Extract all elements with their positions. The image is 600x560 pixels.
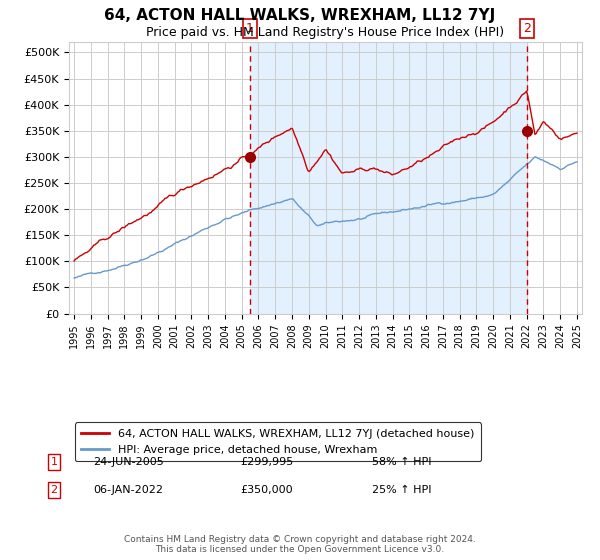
Bar bbox=[250, 42, 527, 314]
Text: 2: 2 bbox=[523, 22, 531, 35]
Text: 2: 2 bbox=[50, 485, 58, 495]
Text: 25% ↑ HPI: 25% ↑ HPI bbox=[372, 485, 431, 495]
Title: Price paid vs. HM Land Registry's House Price Index (HPI): Price paid vs. HM Land Registry's House … bbox=[146, 26, 505, 39]
Text: 1: 1 bbox=[50, 457, 58, 467]
Text: 24-JUN-2005: 24-JUN-2005 bbox=[93, 457, 164, 467]
Text: Contains HM Land Registry data © Crown copyright and database right 2024.
This d: Contains HM Land Registry data © Crown c… bbox=[124, 535, 476, 554]
Text: £350,000: £350,000 bbox=[240, 485, 293, 495]
Legend: 64, ACTON HALL WALKS, WREXHAM, LL12 7YJ (detached house), HPI: Average price, de: 64, ACTON HALL WALKS, WREXHAM, LL12 7YJ … bbox=[74, 422, 481, 461]
Text: 58% ↑ HPI: 58% ↑ HPI bbox=[372, 457, 431, 467]
Text: 1: 1 bbox=[246, 22, 254, 35]
Text: 64, ACTON HALL WALKS, WREXHAM, LL12 7YJ: 64, ACTON HALL WALKS, WREXHAM, LL12 7YJ bbox=[104, 8, 496, 24]
Text: £299,995: £299,995 bbox=[240, 457, 293, 467]
Text: 06-JAN-2022: 06-JAN-2022 bbox=[93, 485, 163, 495]
